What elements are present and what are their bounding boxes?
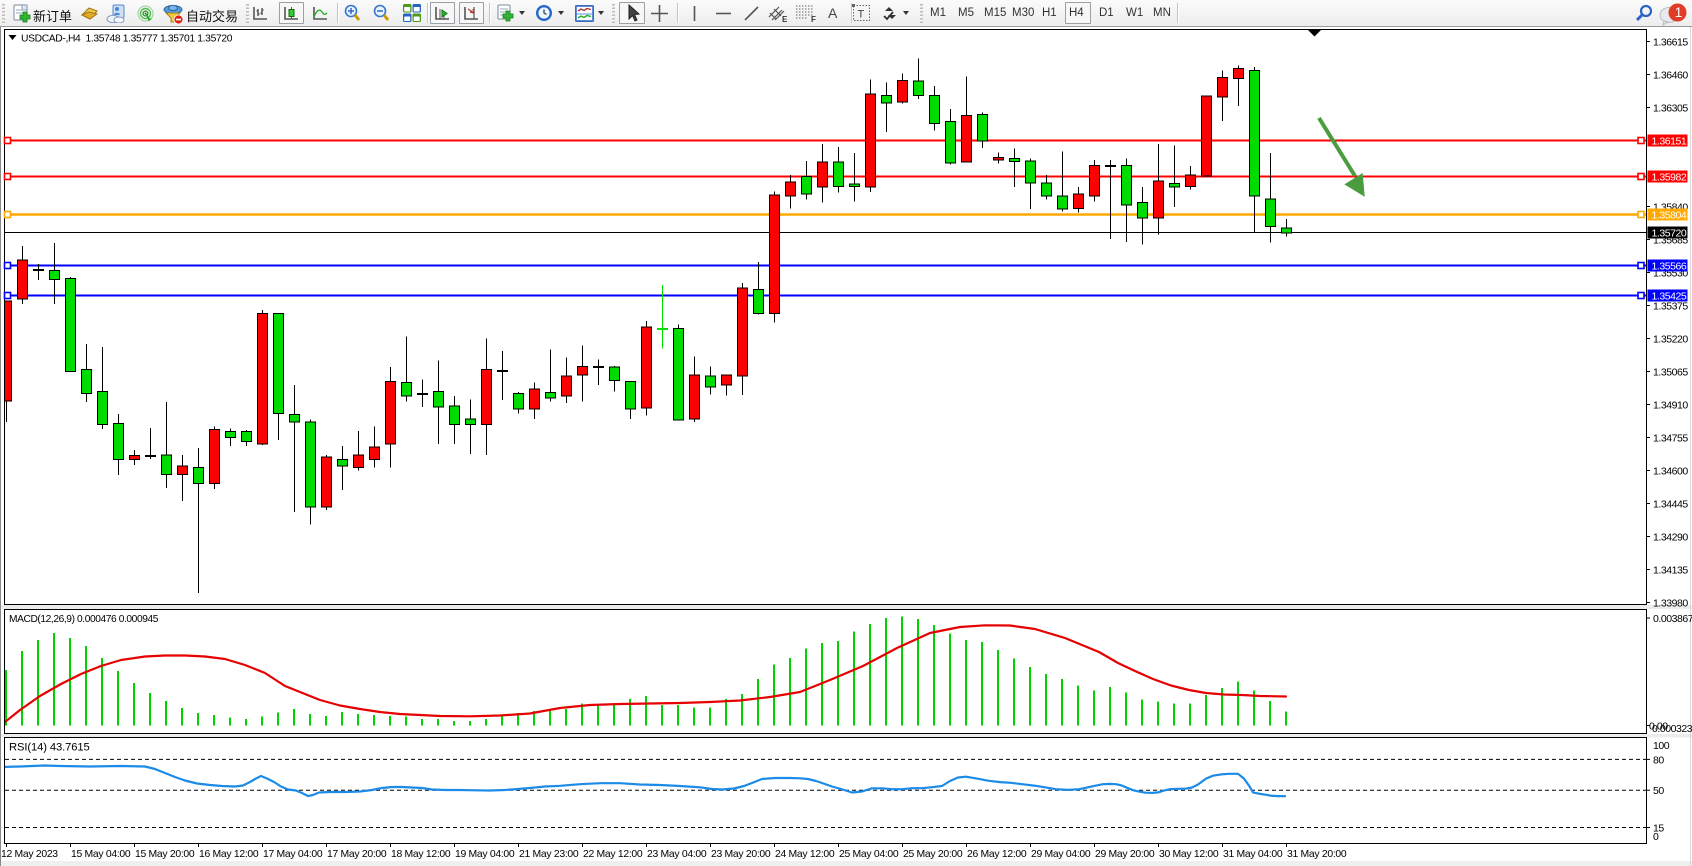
- svg-text:12 May 2023: 12 May 2023: [1, 849, 58, 860]
- svg-text:0: 0: [1653, 831, 1659, 843]
- svg-text:E: E: [782, 15, 788, 24]
- svg-text:0.00: 0.00: [1649, 721, 1668, 733]
- svg-text:0.003867: 0.003867: [1653, 613, 1692, 625]
- svg-text:26 May 12:00: 26 May 12:00: [967, 849, 1027, 860]
- svg-text:17 May 20:00: 17 May 20:00: [327, 849, 387, 860]
- svg-text:RSI(14) 43.7615: RSI(14) 43.7615: [9, 742, 90, 754]
- svg-text:1.36151: 1.36151: [1652, 135, 1687, 147]
- svg-text:1.35720: 1.35720: [1652, 227, 1687, 239]
- svg-text:15 May 04:00: 15 May 04:00: [71, 849, 131, 860]
- svg-text:25 May 20:00: 25 May 20:00: [903, 849, 963, 860]
- svg-text:1.34910: 1.34910: [1653, 399, 1688, 411]
- svg-text:31 May 04:00: 31 May 04:00: [1223, 849, 1283, 860]
- svg-text:MACD(12,26,9) 0.000476 0.00094: MACD(12,26,9) 0.000476 0.000945: [9, 614, 159, 625]
- svg-text:16 May 12:00: 16 May 12:00: [199, 849, 259, 860]
- svg-text:1.36305: 1.36305: [1653, 102, 1688, 114]
- svg-text:T: T: [858, 9, 865, 21]
- svg-text:1.35566: 1.35566: [1652, 260, 1687, 272]
- svg-text:17 May 04:00: 17 May 04:00: [263, 849, 323, 860]
- svg-text:18 May 12:00: 18 May 12:00: [391, 849, 451, 860]
- svg-text:31 May 20:00: 31 May 20:00: [1287, 849, 1347, 860]
- svg-text:23 May 20:00: 23 May 20:00: [711, 849, 771, 860]
- svg-text:1.35804: 1.35804: [1652, 209, 1687, 221]
- svg-text:1.35425: 1.35425: [1652, 290, 1687, 302]
- svg-text:1.34290: 1.34290: [1653, 531, 1688, 543]
- svg-text:15: 15: [1653, 822, 1664, 834]
- svg-text:25 May 04:00: 25 May 04:00: [839, 849, 899, 860]
- svg-text:1.35065: 1.35065: [1653, 366, 1688, 378]
- svg-text:21 May 23:00: 21 May 23:00: [519, 849, 579, 860]
- svg-text:29 May 20:00: 29 May 20:00: [1095, 849, 1155, 860]
- svg-text:1.35220: 1.35220: [1653, 333, 1688, 345]
- svg-text:29 May 04:00: 29 May 04:00: [1031, 849, 1091, 860]
- svg-text:100: 100: [1653, 740, 1670, 752]
- svg-text:1.33980: 1.33980: [1653, 597, 1688, 609]
- svg-text:80: 80: [1653, 754, 1664, 766]
- svg-text:1.36615: 1.36615: [1653, 36, 1688, 48]
- svg-text:1.35982: 1.35982: [1652, 171, 1687, 183]
- svg-text:1: 1: [1675, 5, 1683, 20]
- svg-text:F: F: [811, 15, 816, 24]
- svg-text:15 May 20:00: 15 May 20:00: [135, 849, 195, 860]
- svg-text:1.34755: 1.34755: [1653, 432, 1688, 444]
- svg-text:1.34600: 1.34600: [1653, 465, 1688, 477]
- svg-text:1.34445: 1.34445: [1653, 498, 1688, 510]
- svg-text:24 May 12:00: 24 May 12:00: [775, 849, 835, 860]
- svg-text:30 May 12:00: 30 May 12:00: [1159, 849, 1219, 860]
- svg-text:1.34135: 1.34135: [1653, 564, 1688, 576]
- svg-text:USDCAD-,H4 1.35748 1.35777 1.: USDCAD-,H4 1.35748 1.35777 1.35701 1.357…: [21, 34, 233, 45]
- svg-text:50: 50: [1653, 785, 1664, 797]
- svg-text:1.35375: 1.35375: [1653, 300, 1688, 312]
- svg-text:23 May 04:00: 23 May 04:00: [647, 849, 707, 860]
- svg-text:22 May 12:00: 22 May 12:00: [583, 849, 643, 860]
- svg-text:19 May 04:00: 19 May 04:00: [455, 849, 515, 860]
- svg-text:1.36460: 1.36460: [1653, 69, 1688, 81]
- svg-text:0.000323: 0.000323: [1652, 723, 1692, 735]
